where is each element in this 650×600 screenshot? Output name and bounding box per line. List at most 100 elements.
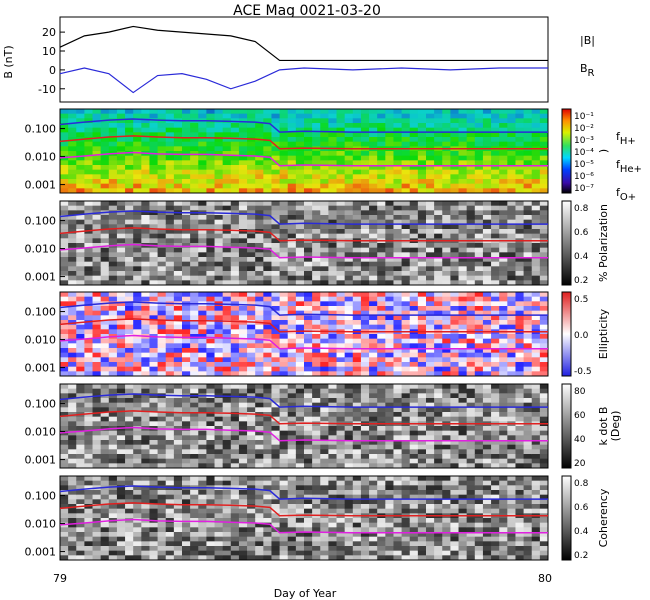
heatmap-cell — [125, 513, 134, 519]
heatmap-cell — [116, 219, 126, 225]
heatmap-cell — [76, 261, 85, 267]
heatmap-cell — [426, 229, 435, 235]
heatmap-cell — [507, 371, 516, 377]
heatmap-cell — [214, 151, 224, 157]
heatmap-cell — [133, 435, 142, 441]
heatmap-cell — [450, 357, 460, 363]
heatmap-cell — [287, 137, 297, 143]
heatmap-cell — [238, 137, 248, 143]
heatmap-cell — [352, 188, 362, 194]
heatmap-cell — [401, 275, 411, 281]
heatmap-cell — [133, 280, 142, 286]
heatmap-cell — [279, 201, 289, 207]
heatmap-cell — [279, 546, 289, 552]
heatmap-cell — [149, 252, 159, 258]
heatmap-cell — [474, 388, 484, 394]
heatmap-cell — [304, 490, 313, 496]
heatmap-cell — [287, 371, 297, 377]
b-field-frame — [59, 16, 549, 103]
heatmap-cell — [426, 388, 435, 394]
heatmap-cell — [222, 320, 232, 326]
heatmap-cell — [417, 183, 427, 189]
heatmap-cell — [491, 229, 500, 235]
heatmap-cell — [507, 165, 516, 171]
heatmap-cell — [108, 343, 118, 349]
heatmap-cell — [173, 137, 183, 143]
heatmap-cell — [369, 388, 378, 394]
heatmap-cell — [523, 118, 533, 124]
heatmap-cell — [377, 407, 386, 413]
heatmap-cell — [320, 280, 329, 286]
heatmap-cell — [165, 357, 175, 363]
heatmap-cell — [222, 508, 232, 514]
heatmap-cell — [263, 310, 272, 316]
heatmap-cell — [304, 393, 313, 399]
heatmap-cell — [133, 243, 142, 249]
heatmap-cell — [328, 338, 338, 344]
heatmap-cell — [255, 292, 264, 298]
heatmap-cell — [385, 292, 394, 298]
heatmap-cell — [108, 494, 118, 500]
heatmap-cell — [393, 205, 403, 211]
heatmap-cell — [116, 229, 126, 235]
heatmap-cell — [458, 393, 468, 399]
heatmap-cell — [84, 407, 94, 413]
heatmap-cell — [214, 257, 224, 263]
heatmap-cell — [165, 522, 175, 528]
heatmap-cell — [165, 271, 175, 277]
heatmap-cell — [279, 280, 289, 286]
heatmap-cell — [320, 449, 329, 455]
heatmap-cell — [336, 352, 346, 358]
heatmap-cell — [450, 315, 460, 321]
heatmap-cell — [108, 215, 118, 221]
heatmap-cell — [165, 146, 175, 152]
heatmap-cell — [100, 352, 110, 358]
heatmap-cell — [328, 160, 338, 166]
heatmap-cell — [426, 366, 435, 372]
heatmap-cell — [385, 123, 394, 129]
heatmap-cell — [60, 310, 69, 316]
heatmap-cell — [198, 292, 207, 298]
heatmap-cell — [442, 324, 451, 330]
heatmap-cell — [304, 219, 313, 225]
heatmap-cell — [287, 141, 297, 147]
heatmap-cell — [100, 137, 110, 143]
heatmap-panel-1 — [60, 109, 549, 194]
heatmap-cell — [76, 426, 85, 432]
heatmap-cell — [320, 296, 329, 302]
heatmap-cell — [271, 109, 281, 115]
heatmap-cell — [539, 109, 549, 115]
heatmap-cell — [426, 165, 435, 171]
heatmap-cell — [198, 490, 207, 496]
heatmap-cell — [515, 141, 525, 147]
heatmap-cell — [222, 137, 232, 143]
heatmap-cell — [108, 229, 118, 235]
heatmap-cell — [149, 416, 159, 422]
heatmap-cell — [157, 174, 167, 180]
heatmap-cell — [434, 444, 443, 450]
heatmap-cell — [426, 338, 435, 344]
heatmap-cell — [344, 205, 354, 211]
heatmap-cell — [312, 430, 321, 436]
heatmap-cell — [149, 160, 159, 166]
heatmap-cell — [539, 132, 549, 138]
heatmap-cell — [76, 141, 85, 147]
heatmap-cell — [304, 402, 313, 408]
heatmap-cell — [68, 215, 77, 221]
heatmap-cell — [255, 444, 264, 450]
heatmap-cell — [417, 352, 427, 358]
heatmap-cell — [287, 555, 297, 561]
heatmap-cell — [190, 541, 199, 547]
heatmap-cell — [499, 160, 508, 166]
heatmap-cell — [401, 334, 411, 340]
heatmap-cell — [182, 266, 191, 272]
heatmap-cell — [214, 490, 224, 496]
heatmap-cell — [271, 329, 281, 335]
heatmap-cell — [214, 366, 224, 372]
heatmap-cell — [263, 169, 272, 175]
heatmap-cell — [214, 343, 224, 349]
heatmap-cell — [173, 522, 183, 528]
heatmap-cell — [100, 343, 110, 349]
heatmap-cell — [401, 151, 411, 157]
heatmap-cell — [141, 174, 150, 180]
